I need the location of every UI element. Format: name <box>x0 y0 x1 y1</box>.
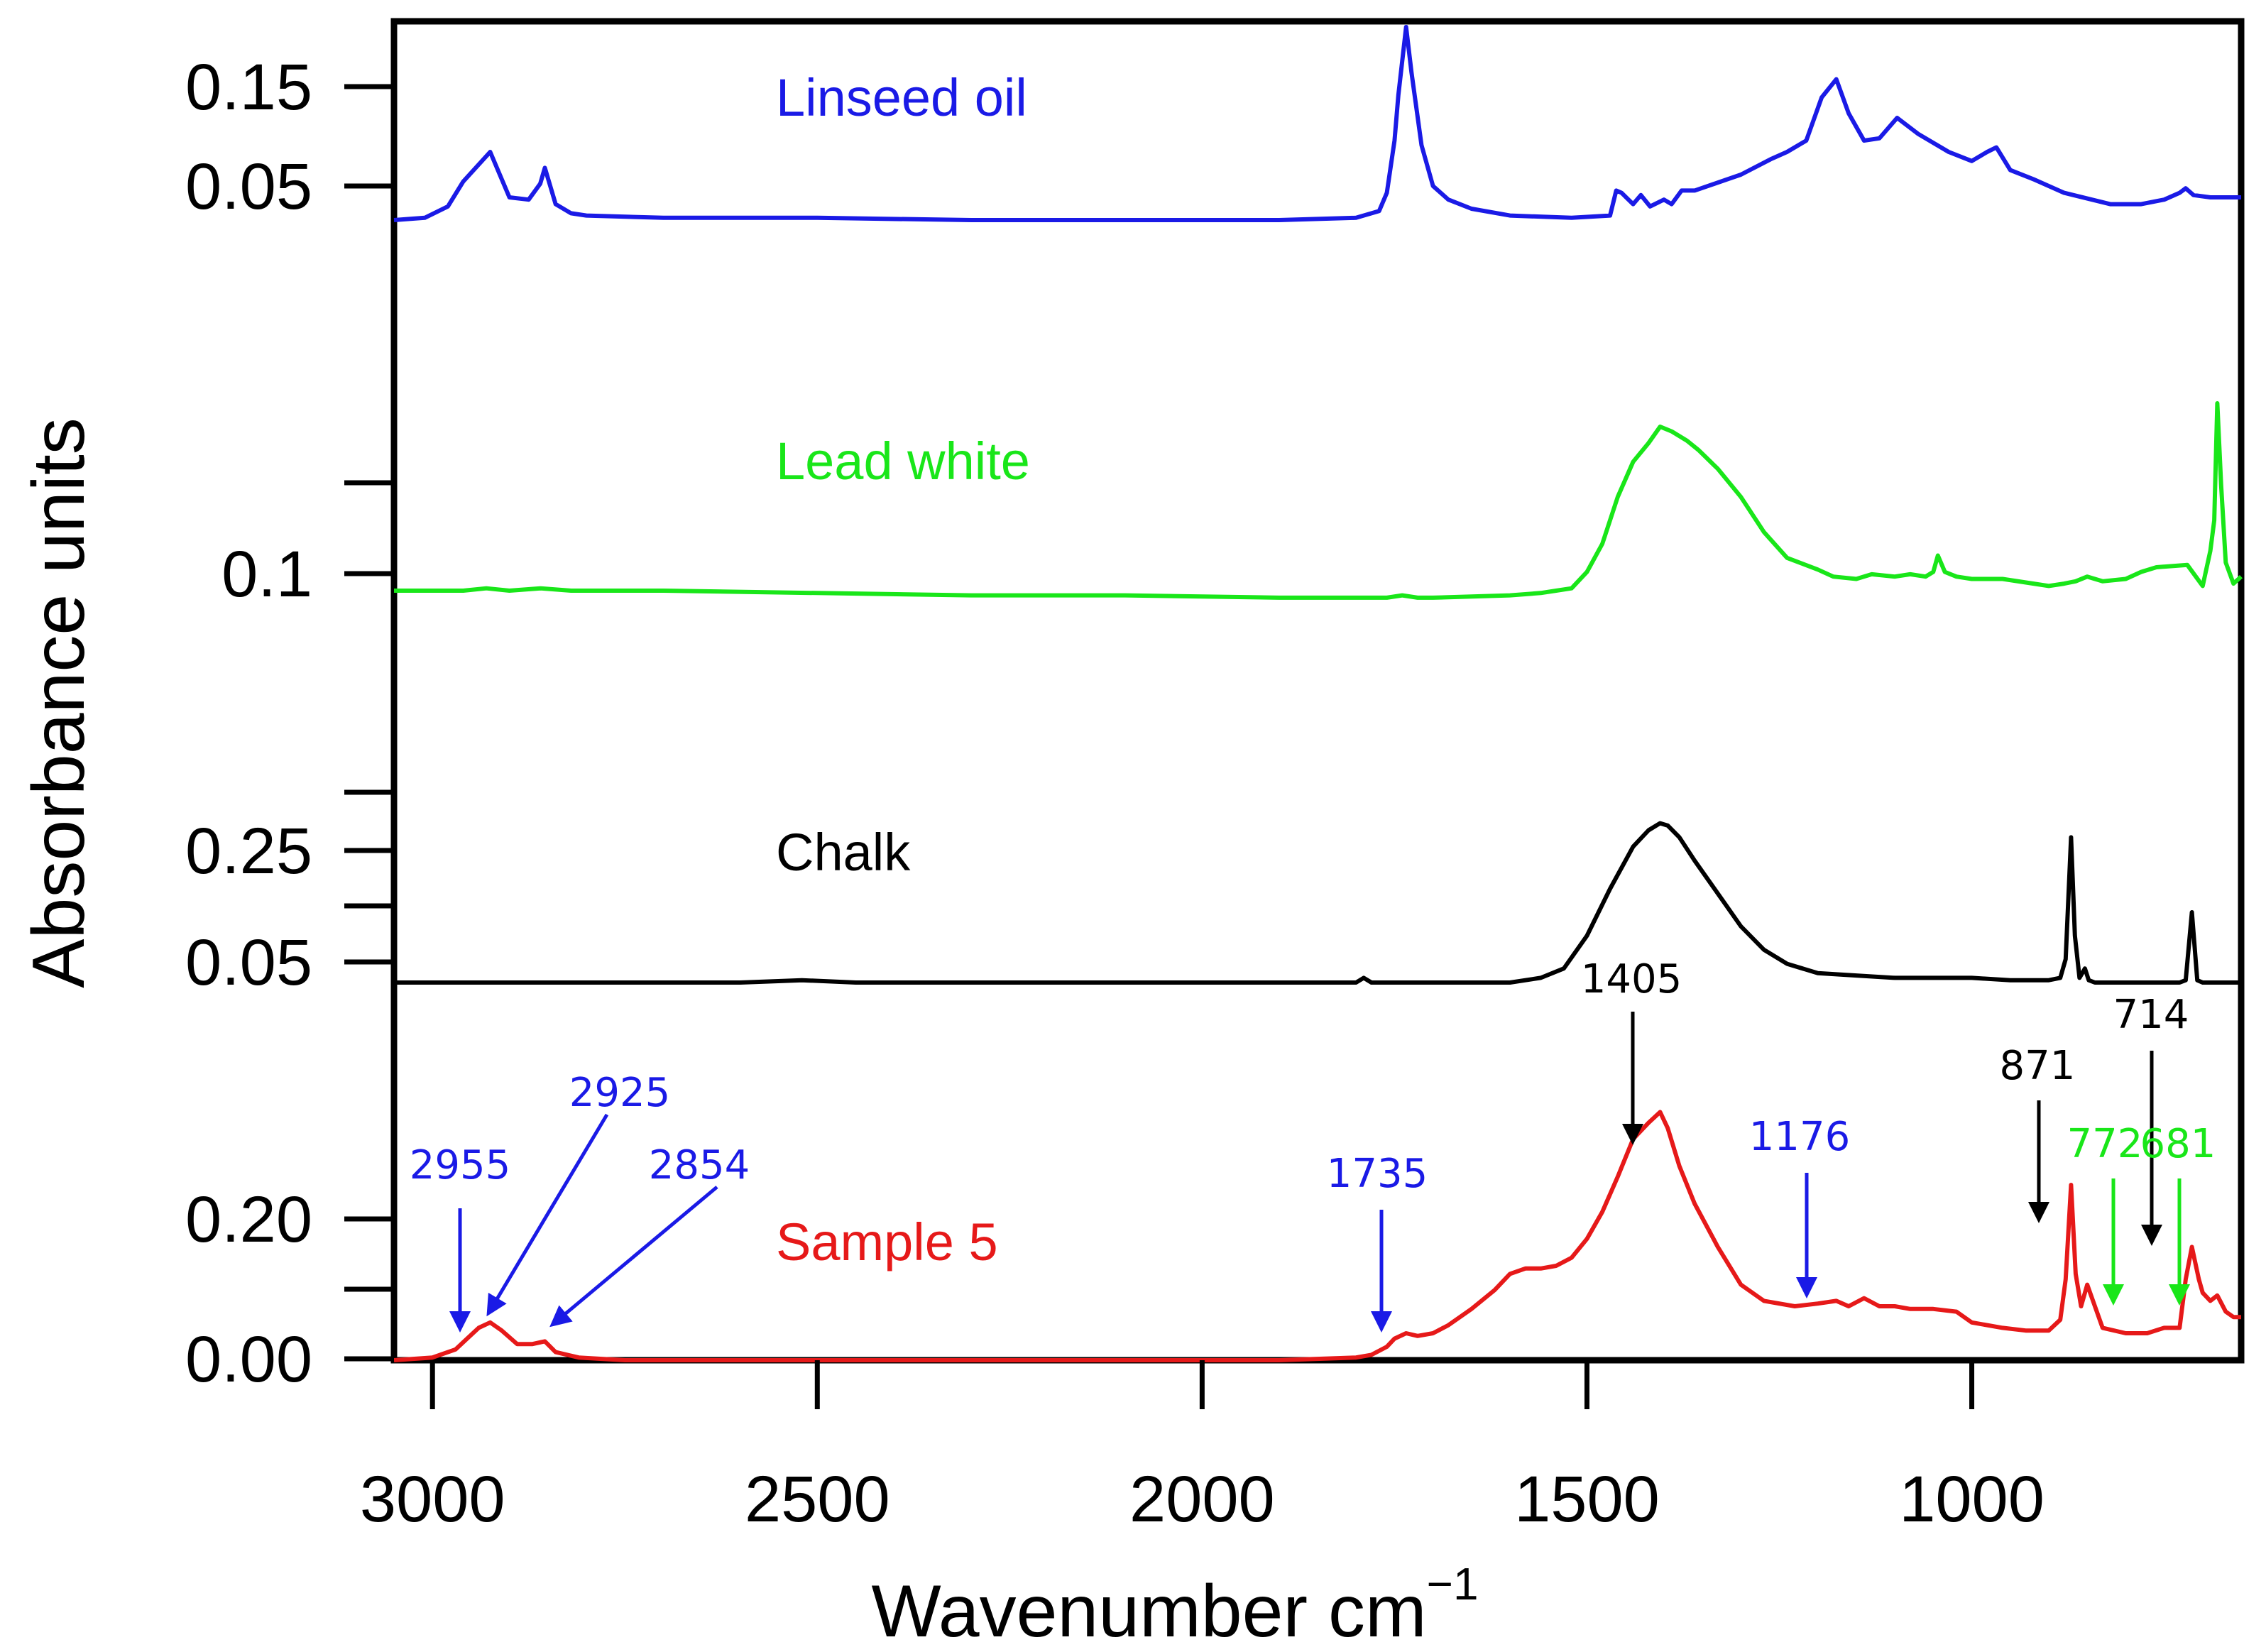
series-label-lead-white: Lead white <box>776 432 1030 491</box>
x-tick-label: 3000 <box>360 1463 505 1536</box>
x-axis-title-superscript: −1 <box>1427 1558 1479 1609</box>
annotation-label-2955: 2955 <box>410 1142 511 1188</box>
annotation-label-871: 871 <box>2000 1043 2076 1089</box>
y-tick-label: 0.15 <box>185 51 312 124</box>
x-tick-label: 2000 <box>1129 1463 1275 1536</box>
series-line-lead-white <box>394 401 2243 600</box>
annotation-label-2925: 2925 <box>569 1070 671 1116</box>
annotation-label-2854: 2854 <box>649 1142 750 1188</box>
x-tick-label: 1000 <box>1899 1463 2045 1536</box>
annotation-label-681: 681 <box>2140 1121 2216 1167</box>
x-tick-label: 2500 <box>745 1463 890 1536</box>
y-tick-label: 0.1 <box>221 538 312 611</box>
series-label-sample-5: Sample 5 <box>776 1213 998 1271</box>
y-tick-label: 0.05 <box>185 926 312 999</box>
annotation-arrow-2925 <box>486 1113 609 1317</box>
x-tick-label: 1500 <box>1514 1463 1660 1536</box>
annotation-label-1735: 1735 <box>1327 1151 1428 1197</box>
series-label-linseed-oil: Linseed oil <box>776 68 1027 127</box>
series-line-chalk <box>394 821 2241 985</box>
annotation-label-1176: 1176 <box>1749 1114 1851 1160</box>
annotation-label-714: 714 <box>2113 992 2189 1038</box>
y-tick-label: 0.20 <box>185 1183 312 1256</box>
series-line-sample-5 <box>393 1110 2241 1362</box>
y-axis-title: Absorbance units <box>18 417 100 988</box>
series-line-linseed-oil <box>393 25 2241 222</box>
annotation-label-772: 772 <box>2067 1121 2143 1167</box>
series-label-chalk: Chalk <box>776 823 911 882</box>
y-tick-label: 0.05 <box>185 151 312 223</box>
y-tick-label: 0.00 <box>185 1323 312 1396</box>
x-axis-title-text: Wavenumber cm <box>871 1570 1426 1652</box>
y-tick-label: 0.25 <box>185 815 312 887</box>
x-axis-title: Wavenumber cm−1 <box>871 1558 1478 1652</box>
annotation-arrow-2854 <box>549 1186 718 1328</box>
annotation-label-1405: 1405 <box>1581 956 1682 1002</box>
